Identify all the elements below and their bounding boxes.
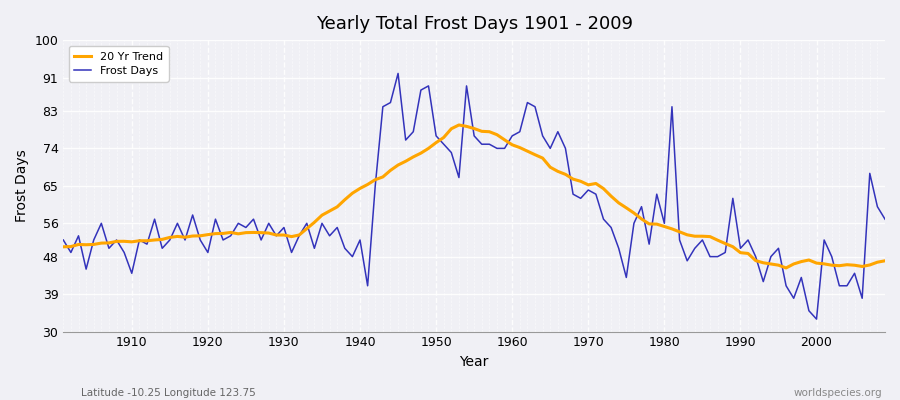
20 Yr Trend: [879, 258, 890, 263]
Frost Days: [392, 71, 403, 76]
Line: 20 Yr Trend: 20 Yr Trend: [63, 125, 885, 268]
20 Yr Trend: [286, 234, 297, 239]
20 Yr Trend: [454, 122, 464, 127]
20 Yr Trend: [119, 239, 130, 244]
20 Yr Trend: [780, 266, 791, 270]
Frost Days: [879, 217, 890, 222]
Text: Latitude -10.25 Longitude 123.75: Latitude -10.25 Longitude 123.75: [81, 388, 256, 398]
20 Yr Trend: [507, 142, 517, 147]
Text: worldspecies.org: worldspecies.org: [794, 388, 882, 398]
Line: Frost Days: Frost Days: [63, 74, 885, 319]
20 Yr Trend: [58, 244, 68, 249]
Title: Yearly Total Frost Days 1901 - 2009: Yearly Total Frost Days 1901 - 2009: [316, 15, 633, 33]
Legend: 20 Yr Trend, Frost Days: 20 Yr Trend, Frost Days: [68, 46, 168, 82]
Frost Days: [119, 250, 130, 255]
Frost Days: [286, 250, 297, 255]
Frost Days: [811, 317, 822, 322]
Frost Days: [515, 129, 526, 134]
Y-axis label: Frost Days: Frost Days: [15, 150, 29, 222]
20 Yr Trend: [515, 145, 526, 150]
Frost Days: [606, 225, 616, 230]
X-axis label: Year: Year: [460, 355, 489, 369]
Frost Days: [332, 225, 343, 230]
Frost Days: [507, 134, 517, 138]
20 Yr Trend: [606, 194, 616, 198]
Frost Days: [58, 238, 68, 242]
20 Yr Trend: [332, 204, 343, 209]
